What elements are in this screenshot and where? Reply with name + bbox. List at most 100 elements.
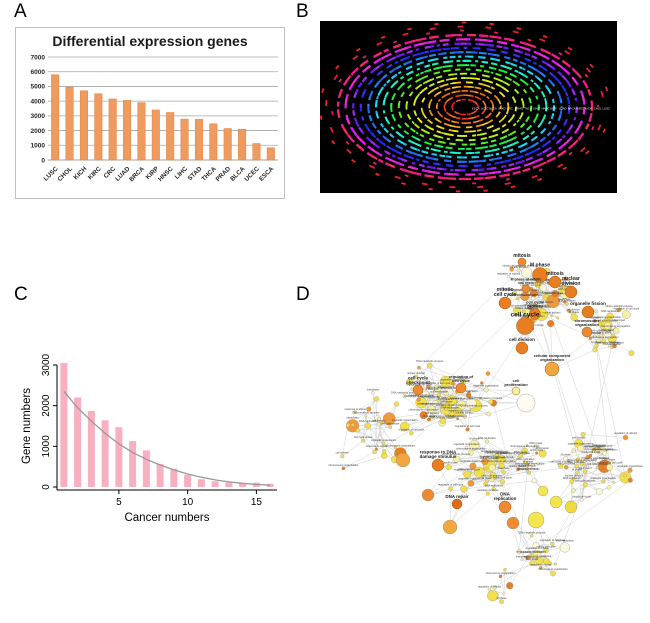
svg-text:nuclear division: nuclear division: [509, 464, 527, 468]
svg-text:regulation of cell cycle: regulation of cell cycle: [413, 387, 439, 391]
bar-8: [156, 463, 164, 487]
svg-text:5000: 5000: [31, 84, 46, 91]
bar-5: [115, 427, 123, 487]
svg-text:cell cycle: cell cycle: [408, 376, 429, 381]
svg-text:cell cycle: cell cycle: [511, 312, 540, 319]
svg-text:chromosome segregation: chromosome segregation: [510, 293, 540, 297]
svg-text:response to stress: response to stress: [421, 402, 443, 406]
svg-text:organelle fission: organelle fission: [570, 301, 606, 306]
svg-text:mitotic: mitotic: [497, 287, 514, 293]
circos-ring-labels: ESCA UCEC BLCA STAD CRC PRAD THCA LIHC HNSC KIRP L…: [472, 106, 610, 110]
bar-6: [129, 441, 137, 487]
svg-text:cell cycle: cell cycle: [518, 281, 534, 285]
svg-text:3000: 3000: [31, 113, 46, 120]
bar-16: [266, 483, 274, 487]
svg-text:regulation of cell cycle: regulation of cell cycle: [614, 307, 640, 311]
svg-text:1000: 1000: [41, 435, 52, 458]
svg-text:interphase: interphase: [438, 397, 451, 401]
svg-text:regulation of mitosis: regulation of mitosis: [583, 444, 607, 448]
svg-text:response to stress: response to stress: [518, 467, 540, 471]
svg-text:cell division: cell division: [524, 303, 538, 307]
svg-text:cell cycle phase: cell cycle phase: [553, 284, 572, 288]
svg-text:organelle organization: organelle organization: [392, 418, 418, 422]
svg-text:DNA metabolic process: DNA metabolic process: [606, 304, 634, 308]
svg-text:mitotic cell cycle: mitotic cell cycle: [428, 395, 447, 399]
bar-CRC: [108, 98, 117, 161]
svg-text:division: division: [562, 281, 581, 287]
svg-text:organelle organization: organelle organization: [592, 448, 618, 452]
svg-text:chromosome segregation: chromosome segregation: [404, 394, 434, 398]
svg-text:KICH: KICH: [585, 106, 592, 110]
bar-7: [142, 450, 150, 487]
svg-text:DNA repair: DNA repair: [602, 457, 615, 461]
svg-text:DNA repair: DNA repair: [445, 494, 469, 499]
svg-text:M phase: M phase: [482, 476, 493, 480]
svg-text:M phase: M phase: [530, 263, 550, 269]
svg-text:M phase: M phase: [496, 455, 507, 459]
svg-text:chromosome segregation: chromosome segregation: [487, 459, 517, 463]
svg-text:LIHC: LIHC: [533, 106, 539, 110]
svg-text:cell division: cell division: [509, 337, 535, 342]
svg-text:replication: replication: [494, 496, 517, 501]
svg-text:DNA metabolic process: DNA metabolic process: [461, 404, 489, 408]
svg-text:organization: organization: [575, 322, 599, 327]
svg-text:1000: 1000: [31, 143, 46, 150]
svg-text:nuclear division: nuclear division: [518, 464, 536, 468]
x-axis-title: Cancer numbers: [124, 512, 209, 524]
svg-text:M phase: M phase: [497, 596, 508, 600]
network-nodes: [340, 266, 635, 604]
chart-title: Differential expression genes: [52, 33, 248, 49]
svg-text:nuclear division: nuclear division: [565, 474, 583, 478]
svg-text:chromosome segregation: chromosome segregation: [589, 335, 619, 339]
panel-a-label: A: [14, 1, 27, 22]
svg-text:DNA repair: DNA repair: [514, 450, 527, 454]
bars: [51, 74, 275, 161]
svg-text:response to stress: response to stress: [528, 303, 550, 307]
svg-text:M phase: M phase: [541, 554, 552, 558]
svg-text:CHOL: CHOL: [594, 106, 602, 110]
svg-text:cell division: cell division: [540, 300, 554, 304]
svg-text:regulation of mitosis: regulation of mitosis: [478, 584, 502, 588]
svg-text:response to stress: response to stress: [345, 407, 367, 411]
svg-text:mitotic cell cycle: mitotic cell cycle: [581, 450, 600, 454]
svg-text:cell cycle phase: cell cycle phase: [480, 456, 499, 460]
svg-text:regulation of cell cycle: regulation of cell cycle: [399, 428, 425, 432]
svg-text:DNA metabolic process: DNA metabolic process: [438, 385, 466, 389]
svg-text:DNA replication: DNA replication: [563, 476, 581, 480]
circos-rings: [320, 21, 611, 193]
svg-text:chromosome organization: chromosome organization: [328, 463, 358, 467]
svg-text:DNA replication: DNA replication: [558, 298, 576, 302]
bar-2: [74, 397, 82, 487]
panel-c-label: C: [14, 284, 28, 305]
bar-BRCA: [137, 102, 146, 161]
y-axis-title: Gene numbers: [21, 388, 33, 464]
svg-text:organelle organization: organelle organization: [458, 476, 484, 480]
svg-text:cell cycle: cell cycle: [526, 300, 545, 305]
svg-text:organelle organization: organelle organization: [617, 464, 643, 468]
svg-text:chromosome segregation: chromosome segregation: [510, 444, 540, 448]
svg-text:organelle organization: organelle organization: [485, 451, 511, 455]
svg-text:organelle organization: organelle organization: [440, 378, 466, 382]
svg-text:interphase: interphase: [347, 416, 360, 420]
svg-text:LUAD: LUAD: [559, 106, 566, 110]
svg-text:chromosome segregation: chromosome segregation: [511, 304, 541, 308]
svg-text:organelle organization: organelle organization: [591, 476, 617, 480]
svg-text:DNA metabolic process: DNA metabolic process: [502, 288, 530, 292]
svg-text:chromosome segregation: chromosome segregation: [601, 324, 631, 328]
svg-text:BRCA: BRCA: [568, 106, 576, 110]
bar-10: [184, 474, 192, 487]
svg-text:organelle organization: organelle organization: [371, 438, 397, 442]
svg-text:DNA metabolic process: DNA metabolic process: [352, 410, 380, 414]
svg-text:DNA replication: DNA replication: [538, 290, 556, 294]
svg-text:mitotic cell cycle: mitotic cell cycle: [594, 444, 613, 448]
svg-text:cell cycle phase: cell cycle phase: [439, 461, 458, 465]
svg-text:DNA replication: DNA replication: [556, 539, 574, 543]
svg-text:regulation of cell cycle: regulation of cell cycle: [408, 393, 434, 397]
svg-text:M phase: M phase: [590, 315, 601, 319]
svg-text:regulation of mitosis: regulation of mitosis: [479, 396, 503, 400]
svg-text:DNA metabolic process: DNA metabolic process: [416, 359, 444, 363]
svg-text:regulation of cell cycle: regulation of cell cycle: [436, 403, 462, 407]
svg-text:cell cycle process: cell cycle process: [482, 474, 503, 478]
